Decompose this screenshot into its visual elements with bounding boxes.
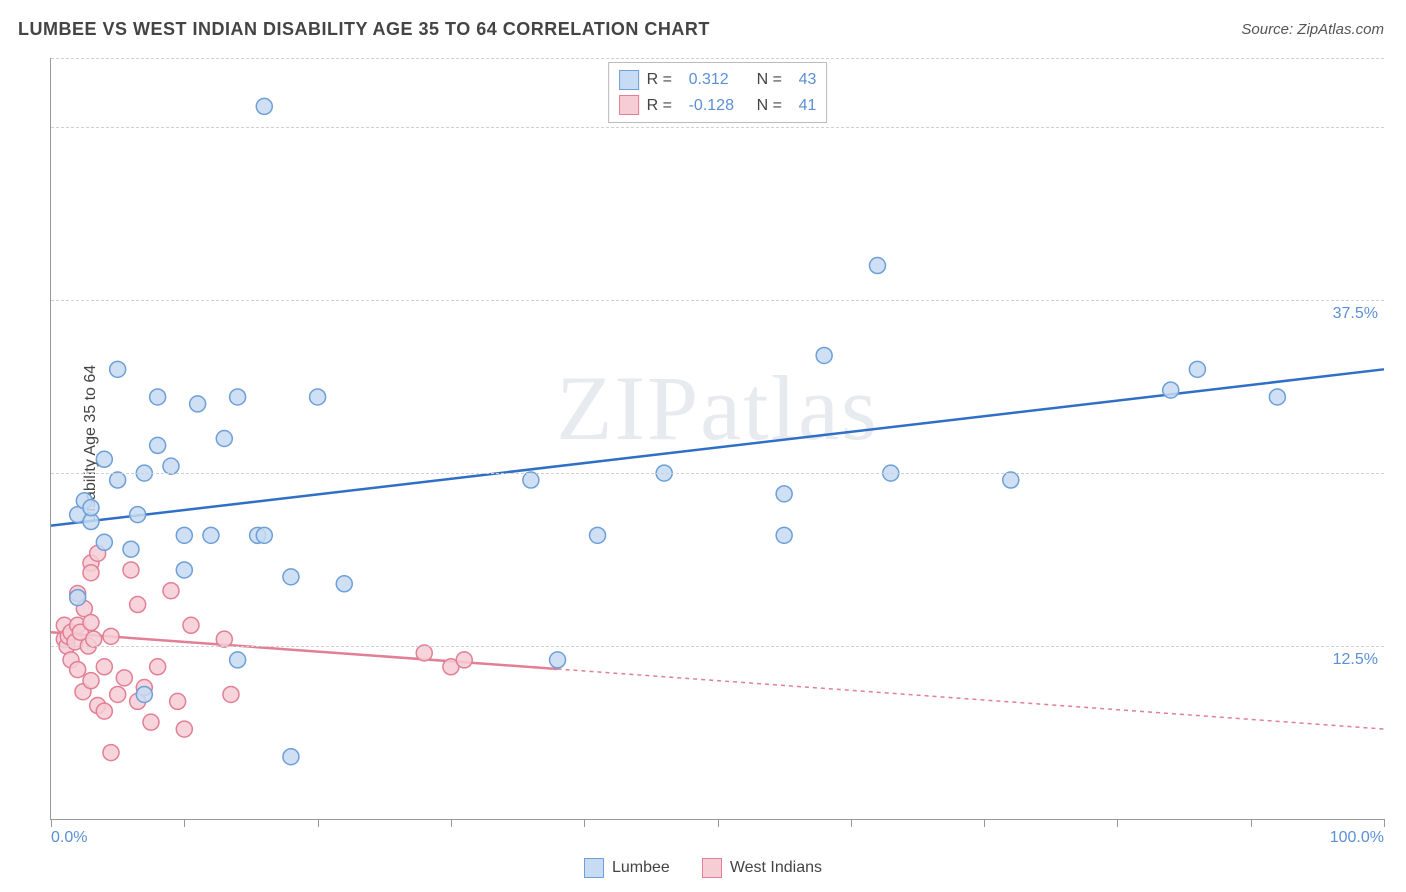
westindian-n-value: 41 [799, 93, 817, 119]
lumbee-n-value: 43 [799, 67, 817, 93]
x-tick-label: 0.0% [51, 829, 87, 847]
r-label: R = [647, 67, 681, 93]
correlation-row-westindian: R = -0.128 N = 41 [619, 93, 817, 119]
y-tick-label: 12.5% [1333, 651, 1378, 669]
n-label: N = [757, 67, 791, 93]
lumbee-swatch [584, 858, 604, 878]
legend-item-westindian: West Indians [702, 858, 822, 878]
westindian-swatch [702, 858, 722, 878]
chart-title: LUMBEE VS WEST INDIAN DISABILITY AGE 35 … [18, 19, 710, 40]
chart-area: Disability Age 35 to 64 ZIPatlas R = 0.3… [18, 48, 1384, 840]
westindian-swatch [619, 95, 639, 115]
y-tick-label: 37.5% [1333, 305, 1378, 323]
correlation-row-lumbee: R = 0.312 N = 43 [619, 67, 817, 93]
correlation-legend: R = 0.312 N = 43 R = -0.128 N = 41 [608, 62, 828, 123]
plot-region: ZIPatlas R = 0.312 N = 43 R = -0.128 N =… [50, 58, 1384, 820]
x-tick-label: 100.0% [1330, 829, 1384, 847]
chart-header: LUMBEE VS WEST INDIAN DISABILITY AGE 35 … [0, 0, 1406, 48]
legend-label: West Indians [730, 859, 822, 877]
legend-label: Lumbee [612, 859, 670, 877]
legend-item-lumbee: Lumbee [584, 858, 670, 878]
plot-svg [51, 58, 1384, 819]
series-legend: Lumbee West Indians [584, 858, 822, 878]
source-label: Source: [1241, 21, 1297, 38]
westindian-r-value: -0.128 [689, 93, 749, 119]
source-value: ZipAtlas.com [1297, 21, 1384, 38]
source-attribution: Source: ZipAtlas.com [1241, 21, 1384, 38]
lumbee-r-value: 0.312 [689, 67, 749, 93]
n-label: N = [757, 93, 791, 119]
r-label: R = [647, 93, 681, 119]
lumbee-swatch [619, 70, 639, 90]
